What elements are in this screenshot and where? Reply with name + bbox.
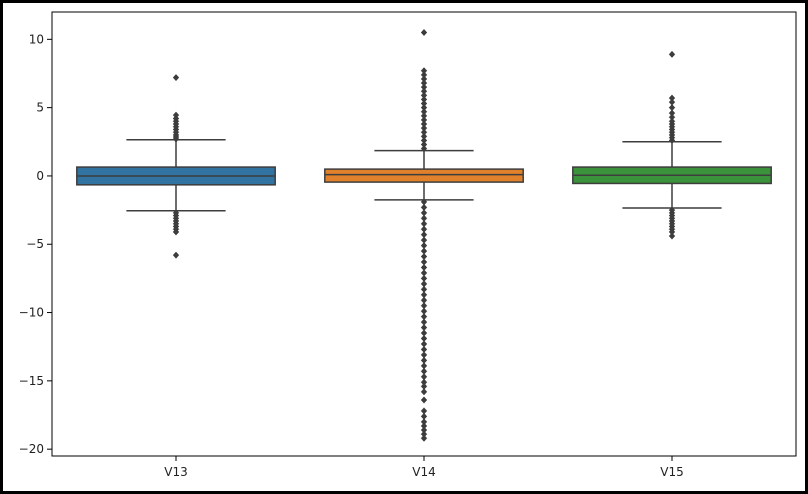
box-plot-chart: 10 5 0 −5 −10 −15 −20 V13 V14 V15 xyxy=(19,11,797,479)
chart-frame: 10 5 0 −5 −10 −15 −20 V13 V14 V15 xyxy=(3,3,805,491)
outlier-point xyxy=(420,108,428,116)
box-v13 xyxy=(76,74,276,259)
outlier-point xyxy=(420,104,428,112)
x-tick-label: V15 xyxy=(660,465,683,479)
outlier-point xyxy=(420,124,428,132)
plot-marks xyxy=(76,28,772,442)
box-v14 xyxy=(324,28,524,442)
outlier-point xyxy=(420,71,428,79)
outlier-point xyxy=(420,116,428,124)
outlier-point xyxy=(420,145,428,153)
outlier-point xyxy=(420,128,428,136)
y-tick-label: 0 xyxy=(36,169,44,183)
outlier-point xyxy=(420,91,428,99)
outlier-point xyxy=(668,104,676,112)
outlier-point xyxy=(668,50,676,58)
outlier-point xyxy=(668,109,676,117)
outlier-point xyxy=(420,112,428,120)
outlier-point xyxy=(420,434,428,442)
outlier-point xyxy=(668,232,676,240)
iqr-box xyxy=(324,168,524,183)
outlier-point xyxy=(668,98,676,106)
x-axis: V13 V14 V15 xyxy=(164,456,684,479)
outlier-point xyxy=(420,28,428,37)
outlier-point xyxy=(420,388,428,396)
outlier-point xyxy=(420,132,428,140)
y-tick-label: −5 xyxy=(26,237,44,251)
outlier-point xyxy=(420,87,428,95)
outlier-point xyxy=(420,83,428,91)
y-tick-label: −15 xyxy=(19,374,44,388)
y-tick-label: −20 xyxy=(19,442,44,456)
x-tick-label: V14 xyxy=(412,465,435,479)
x-tick-label: V13 xyxy=(164,465,187,479)
outlier-point xyxy=(172,111,180,119)
outlier-point xyxy=(172,74,180,82)
outlier-point xyxy=(420,396,428,404)
outlier-point xyxy=(420,120,428,128)
outlier-point xyxy=(668,113,676,121)
outlier-point xyxy=(420,75,428,83)
outlier-point xyxy=(420,99,428,108)
outlier-point xyxy=(172,251,180,259)
outlier-point xyxy=(420,79,428,87)
outlier-point xyxy=(668,94,676,102)
y-tick-label: 5 xyxy=(36,101,44,115)
outlier-point xyxy=(420,136,428,144)
outlier-point xyxy=(172,228,180,236)
box-v15 xyxy=(572,50,772,240)
y-tick-label: −10 xyxy=(19,306,44,320)
y-tick-label: 10 xyxy=(29,32,44,46)
outlier-point xyxy=(668,117,676,125)
outlier-point xyxy=(420,95,428,104)
outlier-point xyxy=(420,140,428,149)
outlier-point xyxy=(420,67,428,75)
y-axis: 10 5 0 −5 −10 −15 −20 xyxy=(19,32,52,456)
